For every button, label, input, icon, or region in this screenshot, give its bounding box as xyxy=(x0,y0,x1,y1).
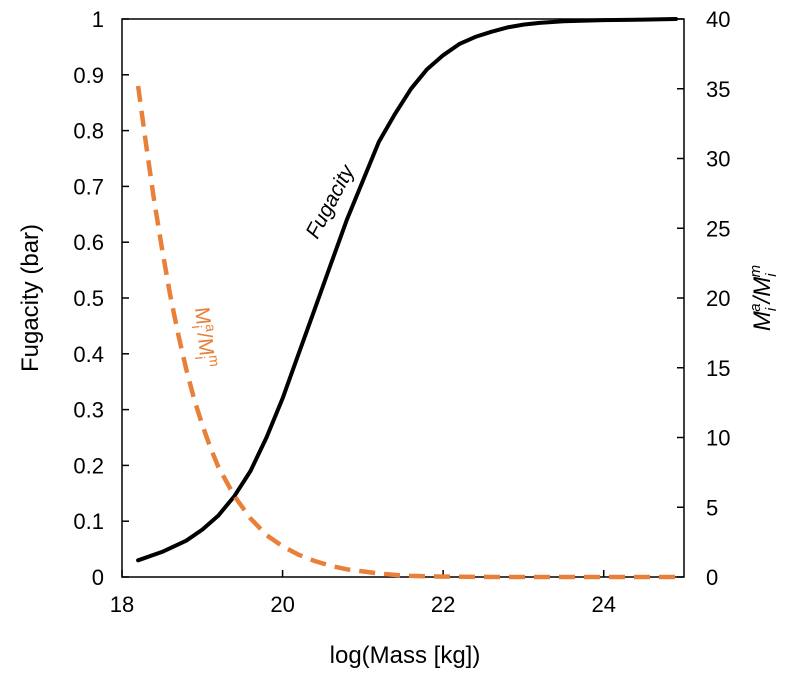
y-tick-label: 0.8 xyxy=(73,119,104,144)
fugacity-annotation: Fugacity xyxy=(301,160,359,242)
y2-tick-label: 30 xyxy=(706,147,730,172)
y2-tick-label: 20 xyxy=(706,286,730,311)
y-tick-label: 0.5 xyxy=(73,286,104,311)
x-tick-label: 20 xyxy=(270,592,294,617)
y2-tick-label: 5 xyxy=(706,495,718,520)
y2-tick-label: 35 xyxy=(706,77,730,102)
y2-tick-label: 15 xyxy=(706,356,730,381)
x-tick-label: 22 xyxy=(431,592,455,617)
y2-axis-title: Mia/Mim xyxy=(747,265,780,331)
y-tick-label: 1 xyxy=(92,7,104,32)
y-tick-label: 0 xyxy=(92,565,104,590)
y-axis-title: Fugacity (bar) xyxy=(17,224,44,372)
ratio-annotation: Mia/Mim xyxy=(187,306,223,369)
x-axis-title: log(Mass [kg]) xyxy=(330,642,481,669)
y-tick-label: 0.4 xyxy=(73,342,104,367)
y-tick-label: 0.9 xyxy=(73,63,104,88)
y-tick-label: 0.6 xyxy=(73,230,104,255)
y-tick-label: 0.3 xyxy=(73,398,104,423)
mass-ratio-series-line xyxy=(135,85,676,580)
y2-tick-label: 10 xyxy=(706,426,730,451)
y2-tick-label: 40 xyxy=(706,7,730,32)
x-tick-label: 24 xyxy=(591,592,615,617)
x-tick-label: 18 xyxy=(110,592,134,617)
y-tick-label: 0.2 xyxy=(73,453,104,478)
y2-tick-label: 0 xyxy=(706,565,718,590)
fugacity-series-line xyxy=(136,17,678,563)
y-tick-label: 0.7 xyxy=(73,174,104,199)
y-tick-label: 0.1 xyxy=(73,509,104,534)
y2-tick-label: 25 xyxy=(706,216,730,241)
